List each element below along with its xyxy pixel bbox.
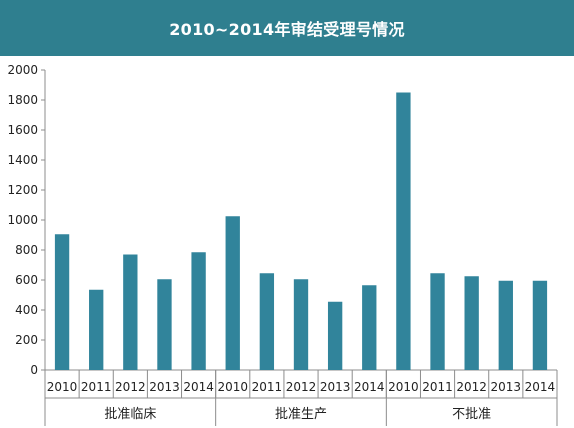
category-label: 2012 [456, 380, 487, 394]
group-label: 批准临床 [104, 407, 156, 422]
bar [191, 252, 206, 370]
title-bar: 2010~2014年审结受理号情况 [0, 0, 574, 56]
category-label: 2014 [525, 380, 556, 394]
category-label: 2010 [388, 380, 419, 394]
bar [532, 280, 548, 370]
y-tick-label: 1400 [7, 153, 38, 167]
bar [464, 276, 479, 370]
group-label: 批准生产 [275, 407, 327, 422]
category-label: 2012 [115, 380, 146, 394]
category-label: 2011 [252, 380, 283, 394]
bar [225, 216, 240, 370]
category-label: 2013 [491, 380, 522, 394]
category-label: 2014 [183, 380, 214, 394]
y-tick-label: 400 [15, 303, 38, 317]
y-tick-label: 1800 [7, 93, 38, 107]
y-tick-label: 2000 [7, 63, 38, 77]
category-label: 2010 [217, 380, 248, 394]
bar [259, 273, 275, 370]
category-label: 2012 [286, 380, 317, 394]
chart-title: 2010~2014年审结受理号情况 [169, 20, 405, 39]
bar [396, 92, 411, 370]
bar [54, 234, 70, 370]
bar [362, 285, 377, 370]
bar [157, 279, 172, 370]
y-tick-label: 1600 [7, 123, 38, 137]
category-label: 2013 [149, 380, 180, 394]
y-tick-label: 800 [15, 243, 38, 257]
category-label: 2011 [81, 380, 112, 394]
bar [327, 301, 343, 370]
bar [123, 254, 138, 370]
y-tick-label: 1200 [7, 183, 38, 197]
category-label: 2011 [422, 380, 453, 394]
category-label: 2013 [320, 380, 351, 394]
bar [498, 280, 513, 370]
bar [430, 273, 445, 370]
bar [293, 279, 309, 370]
category-label: 2014 [354, 380, 385, 394]
category-label: 2010 [47, 380, 78, 394]
y-tick-label: 1000 [7, 213, 38, 227]
y-tick-label: 200 [15, 333, 38, 347]
bar [89, 289, 104, 370]
y-tick-label: 600 [15, 273, 38, 287]
y-tick-label: 0 [30, 363, 38, 377]
group-label: 不批准 [452, 407, 491, 422]
